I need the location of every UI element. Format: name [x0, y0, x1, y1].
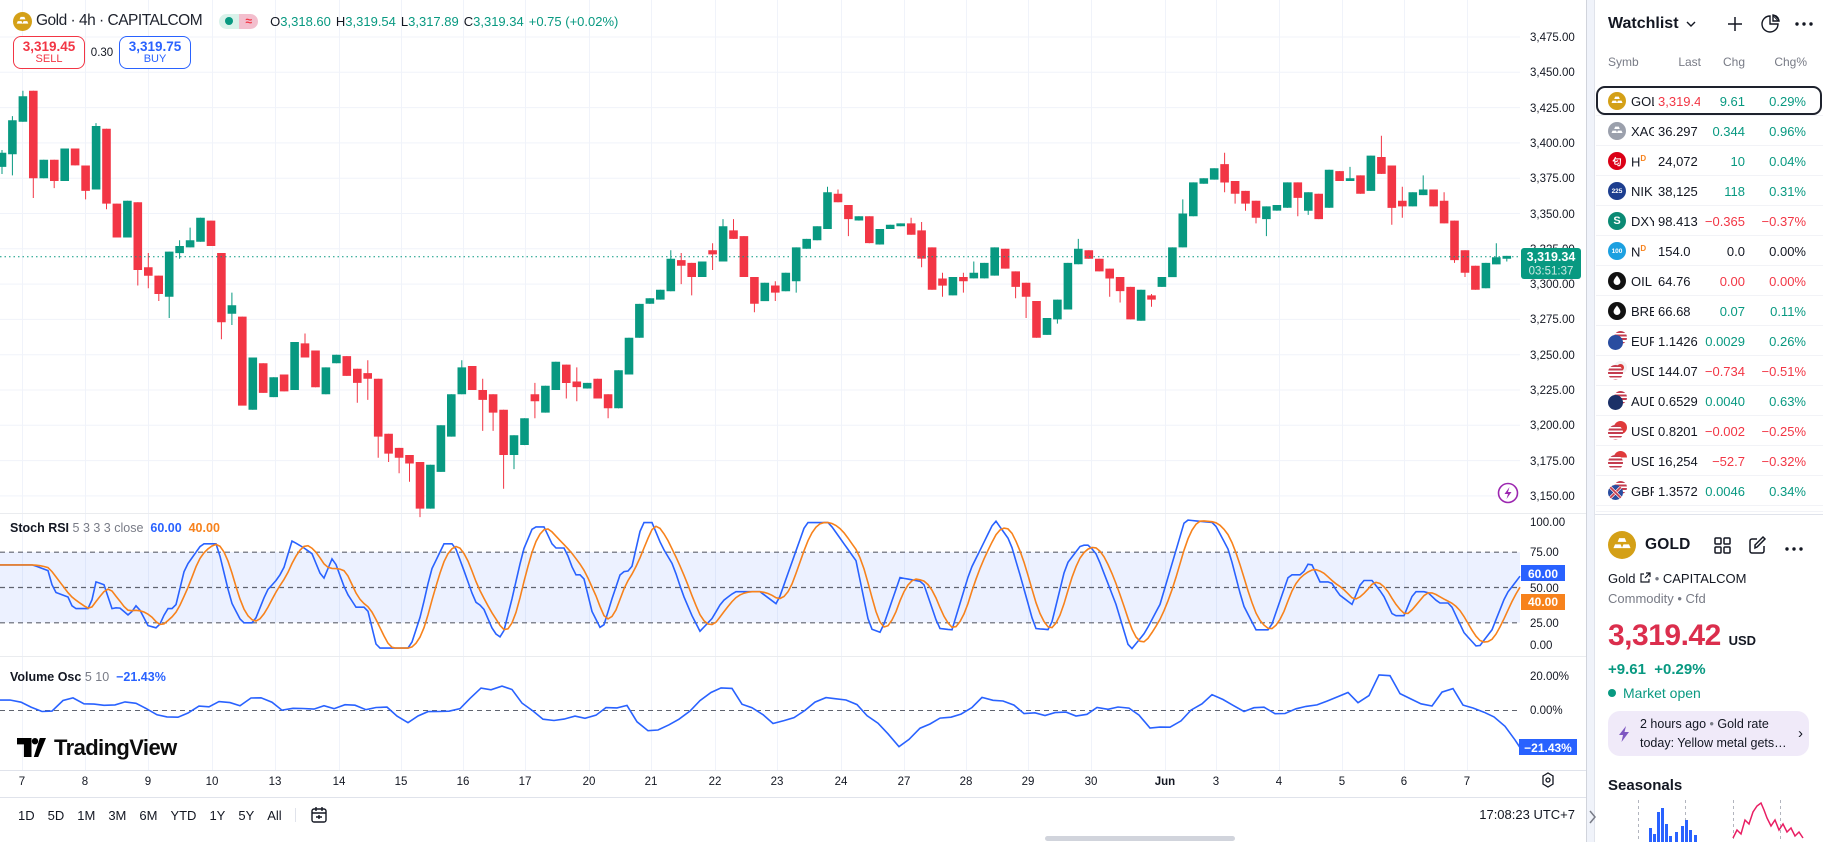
svg-text:3,225.00: 3,225.00 — [1530, 385, 1575, 397]
svg-text:60.00: 60.00 — [1528, 567, 1558, 581]
svg-text:6: 6 — [1401, 776, 1407, 788]
svg-text:50.00: 50.00 — [1530, 583, 1559, 595]
svg-text:15: 15 — [395, 776, 408, 788]
svg-text:7: 7 — [19, 776, 25, 788]
svg-text:3,475.00: 3,475.00 — [1530, 32, 1575, 44]
svg-text:40.00: 40.00 — [1528, 595, 1558, 609]
svg-text:4: 4 — [1276, 776, 1283, 788]
svg-text:3,450.00: 3,450.00 — [1530, 67, 1575, 79]
svg-text:75.00: 75.00 — [1530, 547, 1559, 559]
svg-text:20: 20 — [583, 776, 596, 788]
svg-text:13: 13 — [269, 776, 282, 788]
svg-text:−21.43%: −21.43% — [1524, 741, 1572, 755]
svg-text:3,375.00: 3,375.00 — [1530, 173, 1575, 185]
svg-text:3,300.00: 3,300.00 — [1530, 279, 1575, 291]
svg-text:14: 14 — [333, 776, 346, 788]
svg-text:0.00: 0.00 — [1530, 640, 1552, 652]
svg-text:29: 29 — [1022, 776, 1035, 788]
svg-text:3,400.00: 3,400.00 — [1530, 138, 1575, 150]
svg-text:21: 21 — [645, 776, 658, 788]
svg-text:16: 16 — [457, 776, 470, 788]
svg-text:28: 28 — [960, 776, 973, 788]
svg-text:3,150.00: 3,150.00 — [1530, 491, 1575, 503]
svg-text:03:51:37: 03:51:37 — [1529, 266, 1574, 278]
svg-text:23: 23 — [771, 776, 784, 788]
svg-text:8: 8 — [82, 776, 88, 788]
svg-text:3,175.00: 3,175.00 — [1530, 456, 1575, 468]
svg-text:3,275.00: 3,275.00 — [1530, 314, 1575, 326]
svg-text:24: 24 — [835, 776, 848, 788]
svg-text:3: 3 — [1213, 776, 1219, 788]
svg-text:0.00%: 0.00% — [1530, 705, 1563, 717]
svg-text:Jun: Jun — [1155, 776, 1175, 788]
svg-text:27: 27 — [898, 776, 911, 788]
svg-text:10: 10 — [206, 776, 219, 788]
svg-text:3,425.00: 3,425.00 — [1530, 103, 1575, 115]
svg-text:100.00: 100.00 — [1530, 517, 1565, 529]
svg-text:17: 17 — [519, 776, 532, 788]
svg-text:3,250.00: 3,250.00 — [1530, 350, 1575, 362]
svg-text:20.00%: 20.00% — [1530, 671, 1569, 683]
svg-text:30: 30 — [1085, 776, 1098, 788]
svg-text:5: 5 — [1339, 776, 1345, 788]
svg-text:3,350.00: 3,350.00 — [1530, 209, 1575, 221]
svg-text:3,200.00: 3,200.00 — [1530, 420, 1575, 432]
svg-text:7: 7 — [1464, 776, 1470, 788]
svg-text:22: 22 — [709, 776, 722, 788]
svg-text:25.00: 25.00 — [1530, 618, 1559, 630]
svg-text:9: 9 — [145, 776, 151, 788]
svg-text:3,319.34: 3,319.34 — [1527, 250, 1576, 264]
